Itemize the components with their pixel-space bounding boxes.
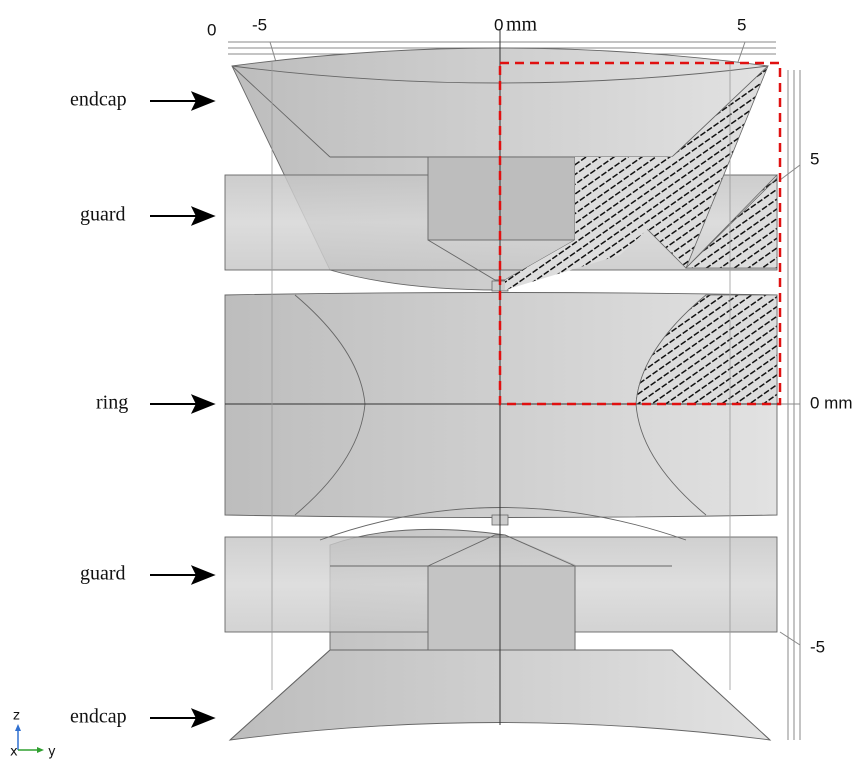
triad-label: x (10, 745, 18, 760)
tick-label: 5 (810, 149, 819, 168)
axis-unit: mm (506, 14, 538, 36)
triad-label: y (48, 745, 56, 760)
arrows (150, 93, 213, 726)
tick-label: 0 (494, 15, 503, 34)
bore-bottom (428, 566, 575, 650)
tick-label: 0 (207, 20, 216, 39)
part-label: ring (96, 392, 128, 414)
part-label: guard (80, 204, 126, 226)
trap-view: endcap guard ring guard endcap 0 -5 0 mm… (0, 0, 866, 760)
part-label: endcap (70, 89, 127, 111)
bore-top (428, 157, 575, 240)
tick-label: -5 (252, 15, 267, 34)
part-label: guard (80, 563, 126, 585)
axis-triad: z x y (10, 709, 56, 760)
tick-label: 5 (737, 15, 746, 34)
triad-label: z (13, 709, 20, 724)
tick-label: -5 (810, 637, 825, 656)
tick-label: 0 mm (810, 393, 853, 412)
part-label: endcap (70, 706, 127, 728)
right-axis (780, 70, 800, 740)
